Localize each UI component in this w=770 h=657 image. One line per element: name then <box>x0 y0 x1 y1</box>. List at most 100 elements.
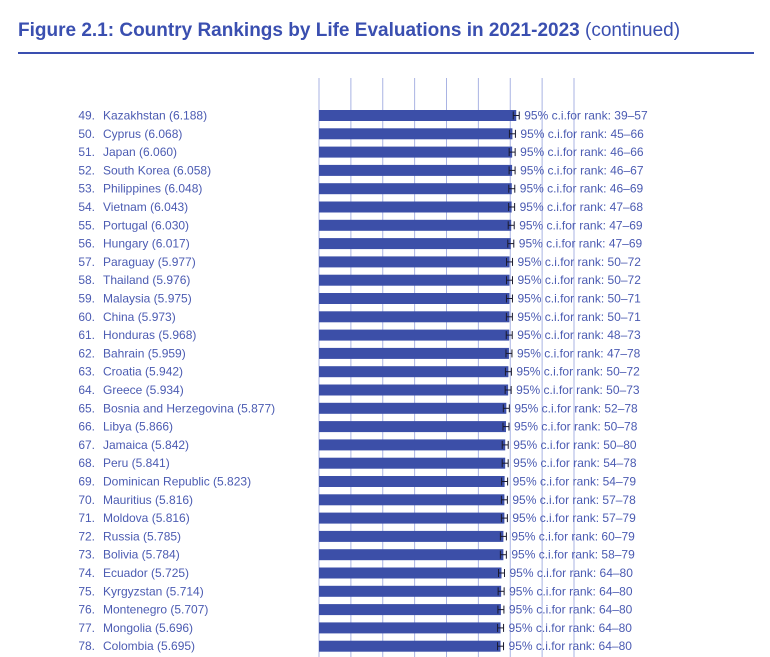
country-label-67: Jamaica (5.842) <box>103 438 189 452</box>
country-label-61: Honduras (5.968) <box>103 328 196 342</box>
ci-label-57: 95% c.i.for rank: 50–72 <box>518 255 642 269</box>
country-label-59: Malaysia (5.975) <box>103 292 192 306</box>
figure-title-main: Figure 2.1: Country Rankings by Life Eva… <box>18 20 580 41</box>
rank-number-78: 78. <box>78 639 95 653</box>
ci-label-55: 95% c.i.for rank: 47–69 <box>519 218 643 232</box>
ci-label-72: 95% c.i.for rank: 60–79 <box>511 529 635 543</box>
rank-number-54: 54. <box>78 200 95 214</box>
ci-label-66: 95% c.i.for rank: 50–78 <box>514 420 638 434</box>
country-label-52: South Korea (6.058) <box>103 163 211 177</box>
country-label-66: Libya (5.866) <box>103 420 173 434</box>
rank-number-61: 61. <box>78 328 95 342</box>
bar-50 <box>319 128 513 140</box>
ci-label-74: 95% c.i.for rank: 64–80 <box>509 566 633 580</box>
bars-group <box>319 110 520 652</box>
country-label-69: Dominican Republic (5.823) <box>103 475 251 489</box>
country-label-56: Hungary (6.017) <box>103 237 190 251</box>
country-label-77: Mongolia (5.696) <box>103 621 193 635</box>
bar-73 <box>319 549 504 561</box>
ci-label-73: 95% c.i.for rank: 58–79 <box>511 548 635 562</box>
country-label-55: Portugal (6.030) <box>103 218 189 232</box>
bar-53 <box>319 183 512 195</box>
rank-number-55: 55. <box>78 218 95 232</box>
bar-77 <box>319 622 501 634</box>
rank-number-70: 70. <box>78 493 95 507</box>
ci-label-70: 95% c.i.for rank: 57–78 <box>512 493 636 507</box>
bar-58 <box>319 274 510 286</box>
ci-label-52: 95% c.i.for rank: 46–67 <box>520 163 644 177</box>
bar-60 <box>319 311 510 323</box>
bar-72 <box>319 530 504 542</box>
country-label-58: Thailand (5.976) <box>103 273 190 287</box>
bar-56 <box>319 238 511 250</box>
country-label-57: Paraguay (5.977) <box>103 255 196 269</box>
country-label-53: Philippines (6.048) <box>103 182 202 196</box>
ci-label-64: 95% c.i.for rank: 50–73 <box>516 383 640 397</box>
ci-label-65: 95% c.i.for rank: 52–78 <box>514 401 638 415</box>
bar-67 <box>319 439 506 451</box>
ci-label-53: 95% c.i.for rank: 46–69 <box>520 182 644 196</box>
ci-label-76: 95% c.i.for rank: 64–80 <box>509 603 633 617</box>
country-label-71: Moldova (5.816) <box>103 511 190 525</box>
ci-label-58: 95% c.i.for rank: 50–72 <box>517 273 641 287</box>
rank-number-72: 72. <box>78 529 95 543</box>
rank-number-59: 59. <box>78 292 95 306</box>
ci-label-54: 95% c.i.for rank: 47–68 <box>520 200 644 214</box>
ci-label-62: 95% c.i.for rank: 47–78 <box>517 346 641 360</box>
ci-label-50: 95% c.i.for rank: 45–66 <box>520 127 644 141</box>
bar-62 <box>319 347 509 359</box>
ci-label-49: 95% c.i.for rank: 39–57 <box>524 109 648 123</box>
ci-label-68: 95% c.i.for rank: 54–78 <box>513 456 637 470</box>
rank-number-58: 58. <box>78 273 95 287</box>
rank-number-77: 77. <box>78 621 95 635</box>
ci-label-69: 95% c.i.for rank: 54–79 <box>513 475 637 489</box>
rank-number-68: 68. <box>78 456 95 470</box>
bar-78 <box>319 640 501 652</box>
country-label-60: China (5.973) <box>103 310 176 324</box>
ci-label-78: 95% c.i.for rank: 64–80 <box>509 639 633 653</box>
rank-number-57: 57. <box>78 255 95 269</box>
ci-label-71: 95% c.i.for rank: 57–79 <box>512 511 636 525</box>
labels-group: 49. Kazakhstan (6.188) 95% c.i.for rank: 3… <box>78 109 648 654</box>
figure-title: Figure 2.1: Country Rankings by Life Eva… <box>18 20 680 42</box>
country-label-72: Russia (5.785) <box>103 529 181 543</box>
bar-74 <box>319 567 502 579</box>
rank-number-71: 71. <box>78 511 95 525</box>
rank-number-63: 63. <box>78 365 95 379</box>
rank-number-75: 75. <box>78 584 95 598</box>
figure-title-suffix: (continued) <box>585 20 681 41</box>
country-label-65: Bosnia and Herzegovina (5.877) <box>103 401 275 415</box>
rank-number-66: 66. <box>78 420 95 434</box>
bar-59 <box>319 293 510 304</box>
bar-64 <box>319 384 509 396</box>
rank-number-73: 73. <box>78 548 95 562</box>
bar-68 <box>319 457 506 469</box>
country-label-51: Japan (6.060) <box>103 145 177 159</box>
rank-number-60: 60. <box>78 310 95 324</box>
bar-76 <box>319 604 501 616</box>
country-label-75: Kyrgyzstan (5.714) <box>103 584 204 598</box>
country-label-49: Kazakhstan (6.188) <box>103 109 207 123</box>
country-label-64: Greece (5.934) <box>103 383 184 397</box>
rank-number-49: 49. <box>78 109 95 123</box>
rank-number-53: 53. <box>78 182 95 196</box>
bar-65 <box>319 402 507 414</box>
rank-number-62: 62. <box>78 346 95 360</box>
rank-number-67: 67. <box>78 438 95 452</box>
ci-label-56: 95% c.i.for rank: 47–69 <box>519 237 643 251</box>
ci-label-75: 95% c.i.for rank: 64–80 <box>509 584 633 598</box>
rank-number-56: 56. <box>78 237 95 251</box>
country-label-68: Peru (5.841) <box>103 456 170 470</box>
bar-70 <box>319 494 505 506</box>
ci-label-59: 95% c.i.for rank: 50–71 <box>517 292 641 306</box>
country-label-74: Ecuador (5.725) <box>103 566 189 580</box>
ci-label-51: 95% c.i.for rank: 46–66 <box>520 145 644 159</box>
country-label-76: Montenegro (5.707) <box>103 603 208 617</box>
rank-number-64: 64. <box>78 383 95 397</box>
country-label-78: Colombia (5.695) <box>103 639 195 653</box>
ci-label-67: 95% c.i.for rank: 50–80 <box>513 438 637 452</box>
ci-label-63: 95% c.i.for rank: 50–72 <box>516 365 640 379</box>
bar-71 <box>319 512 505 524</box>
bar-75 <box>319 585 502 597</box>
